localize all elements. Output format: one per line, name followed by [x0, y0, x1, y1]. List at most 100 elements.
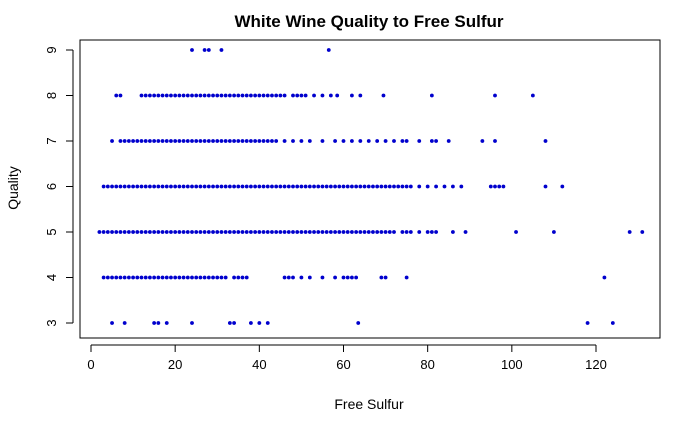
data-point: [202, 275, 207, 280]
data-point: [282, 93, 287, 98]
data-point: [627, 230, 632, 234]
data-point: [131, 184, 135, 189]
data-point: [173, 93, 178, 98]
data-point: [392, 139, 396, 143]
data-point: [202, 184, 207, 189]
data-point: [211, 93, 215, 98]
data-point: [286, 230, 291, 234]
data-point: [354, 230, 359, 234]
data-point: [169, 275, 173, 280]
data-point: [181, 230, 186, 234]
y-tick-label: 3: [44, 319, 59, 326]
data-point: [223, 275, 228, 280]
data-point: [126, 139, 131, 143]
data-point: [177, 230, 182, 234]
data-point: [362, 230, 367, 234]
data-point: [249, 321, 253, 325]
data-point: [257, 93, 262, 98]
data-point: [143, 275, 148, 280]
data-point: [227, 93, 232, 98]
data-point: [211, 230, 215, 234]
data-point: [350, 139, 354, 143]
data-point: [198, 275, 203, 280]
data-point: [143, 184, 148, 189]
x-tick-label: 0: [87, 357, 94, 372]
data-point: [227, 184, 232, 189]
data-point: [463, 230, 468, 234]
data-point: [366, 184, 371, 189]
data-point: [316, 184, 321, 189]
data-point: [417, 184, 422, 189]
data-point: [383, 139, 388, 143]
data-point: [493, 184, 497, 189]
data-point: [335, 93, 340, 98]
data-point: [198, 139, 203, 143]
y-tick-label: 5: [44, 228, 59, 235]
data-point: [160, 184, 165, 189]
data-point: [164, 321, 169, 325]
data-point: [97, 230, 102, 234]
data-point: [514, 230, 518, 234]
data-point: [194, 93, 199, 98]
data-point: [181, 139, 186, 143]
data-point: [110, 139, 114, 143]
data-point: [299, 230, 304, 234]
data-point: [118, 275, 123, 280]
data-point: [446, 139, 451, 143]
data-point: [236, 184, 241, 189]
data-point: [215, 93, 220, 98]
data-point: [148, 139, 152, 143]
data-point: [160, 275, 165, 280]
data-point: [139, 184, 144, 189]
data-point: [408, 230, 413, 234]
data-point: [114, 230, 119, 234]
data-point: [110, 230, 114, 234]
data-point: [202, 230, 207, 234]
data-point: [244, 230, 249, 234]
data-point: [261, 93, 266, 98]
data-point: [610, 321, 615, 325]
data-point: [358, 184, 363, 189]
data-point: [257, 321, 262, 325]
data-point: [206, 184, 211, 189]
data-point: [312, 230, 316, 234]
data-point: [190, 184, 194, 189]
data-point: [211, 275, 215, 280]
data-point: [307, 139, 312, 143]
data-point: [501, 184, 506, 189]
data-point: [552, 230, 556, 234]
data-point: [215, 230, 220, 234]
data-point: [206, 275, 211, 280]
data-point: [320, 93, 325, 98]
data-point: [270, 139, 274, 143]
data-point: [270, 93, 274, 98]
data-point: [451, 184, 455, 189]
data-point: [253, 139, 258, 143]
data-point: [202, 93, 207, 98]
data-point: [429, 230, 434, 234]
data-point: [227, 139, 232, 143]
data-point: [333, 275, 337, 280]
x-tick-label: 80: [420, 357, 434, 372]
data-point: [356, 321, 361, 325]
data-point: [190, 230, 194, 234]
data-point: [164, 139, 169, 143]
data-point: [122, 184, 127, 189]
data-point: [291, 184, 295, 189]
data-point: [303, 93, 308, 98]
data-point: [291, 139, 295, 143]
data-point: [354, 275, 359, 280]
data-point: [152, 139, 157, 143]
data-point: [307, 275, 312, 280]
data-point: [148, 275, 152, 280]
data-point: [122, 275, 127, 280]
data-point: [185, 93, 190, 98]
data-point: [118, 230, 123, 234]
data-point: [341, 139, 346, 143]
data-point: [375, 230, 380, 234]
data-point: [265, 93, 270, 98]
data-point: [278, 184, 283, 189]
data-point: [286, 184, 291, 189]
data-point: [337, 230, 342, 234]
data-point: [114, 184, 119, 189]
